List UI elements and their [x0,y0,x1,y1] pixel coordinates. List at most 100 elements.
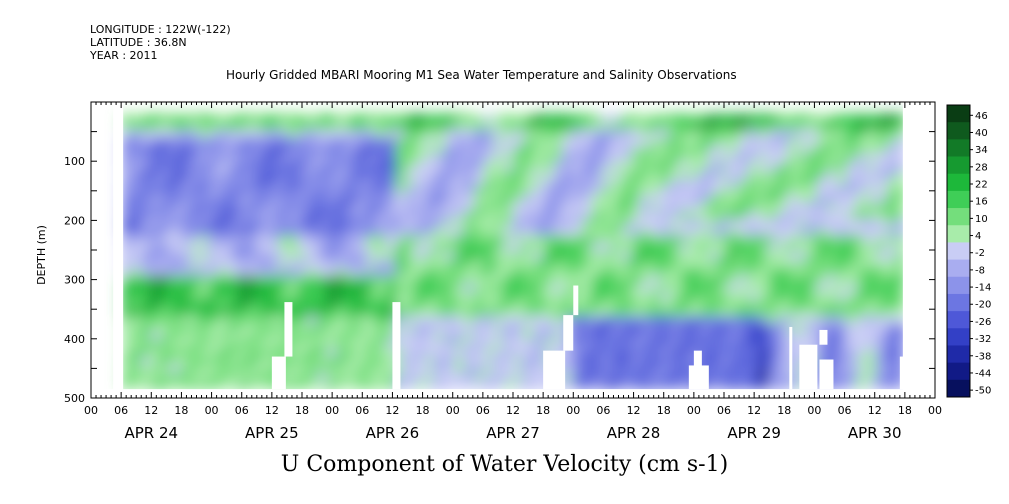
heat-cell [532,356,543,366]
heat-cell [326,291,338,301]
heat-cell [836,291,847,301]
heat-cell [424,194,436,204]
heat-cell [140,130,152,139]
heat-cell [855,154,867,164]
heat-cell [228,332,240,342]
heat-cell [483,146,495,155]
heat-cell [395,154,406,164]
heat-cell [121,130,132,139]
heat-cell [679,308,690,317]
heat-cell [846,356,857,366]
heat-cell [317,275,328,285]
heat-cell [738,154,749,164]
heat-cell [415,348,426,358]
heat-cell [130,372,142,382]
heat-cell [483,356,495,366]
heat-cell [826,348,837,358]
heat-cell [160,259,171,269]
heat-cell [130,324,142,334]
heat-cell [454,146,465,155]
heat-cell [385,121,397,131]
heat-cell [493,332,504,342]
heat-cell [219,243,230,253]
heat-cell [728,146,739,155]
heat-cell [473,259,485,269]
heat-cell [405,332,416,342]
heat-cell [650,259,661,269]
heat-cell [219,219,230,228]
heat-cell [777,372,788,382]
heat-cell [767,372,779,382]
heat-cell [248,146,259,155]
heat-cell [650,267,661,277]
heat-cell [336,121,348,131]
heat-cell [601,113,612,123]
heat-cell [767,259,779,269]
heat-cell [277,267,289,277]
heat-cell [170,348,181,358]
heat-cell [199,162,210,172]
heat-cell [199,113,210,123]
heat-cell [385,340,397,350]
heat-cell [885,316,896,325]
heat-cell [630,211,641,220]
heat-cell [150,356,161,366]
heat-cell [160,202,171,212]
heat-cell [630,227,641,236]
heat-cell [620,186,632,196]
heat-cell [699,130,710,139]
heat-cell [385,227,397,236]
heat-cell [767,381,779,390]
heat-cell [317,324,328,334]
missing-data-gap [284,302,293,357]
heat-cell [336,291,348,301]
heat-cell [885,227,896,236]
heat-cell [307,186,318,196]
heat-cell [650,170,661,180]
heat-cell [503,324,514,334]
heat-cell [610,227,622,236]
heat-cell [140,211,152,220]
heat-cell [561,219,573,228]
heat-cell [464,316,475,325]
heat-cell [366,202,377,212]
heat-cell [571,211,583,220]
heat-cell [150,146,161,155]
heat-cell [219,146,230,155]
heat-cell [415,243,426,253]
heat-cell [248,186,259,196]
heat-cell [728,194,739,204]
heat-cell [522,219,534,228]
heat-cell [287,275,299,285]
heat-cell [326,300,338,309]
heat-cell [493,348,504,358]
heat-cell [385,308,397,317]
heat-cell [444,291,455,301]
heat-cell [846,130,857,139]
heat-cell [846,138,857,147]
heat-cell [561,154,573,164]
heat-cell [150,202,161,212]
heat-cell [336,372,348,382]
heat-cell [865,356,877,366]
heat-cell [885,356,896,366]
heat-cell [179,381,191,390]
heat-cell [219,259,230,269]
heat-cell [287,178,299,188]
heat-cell [258,202,269,212]
heat-cell [297,113,308,123]
heat-cell [483,251,495,261]
heat-cell [640,356,651,366]
heat-cell [307,291,318,301]
heat-cell [317,178,328,188]
heat-cell [179,364,191,374]
heat-cell [816,162,828,172]
heat-cell [483,243,495,253]
heat-cell [219,162,230,172]
heat-cell [532,364,543,374]
heat-cell [522,154,534,164]
heat-cell [561,202,573,212]
heat-cell [836,235,847,244]
heat-cell [610,202,622,212]
heat-cell [356,316,367,325]
